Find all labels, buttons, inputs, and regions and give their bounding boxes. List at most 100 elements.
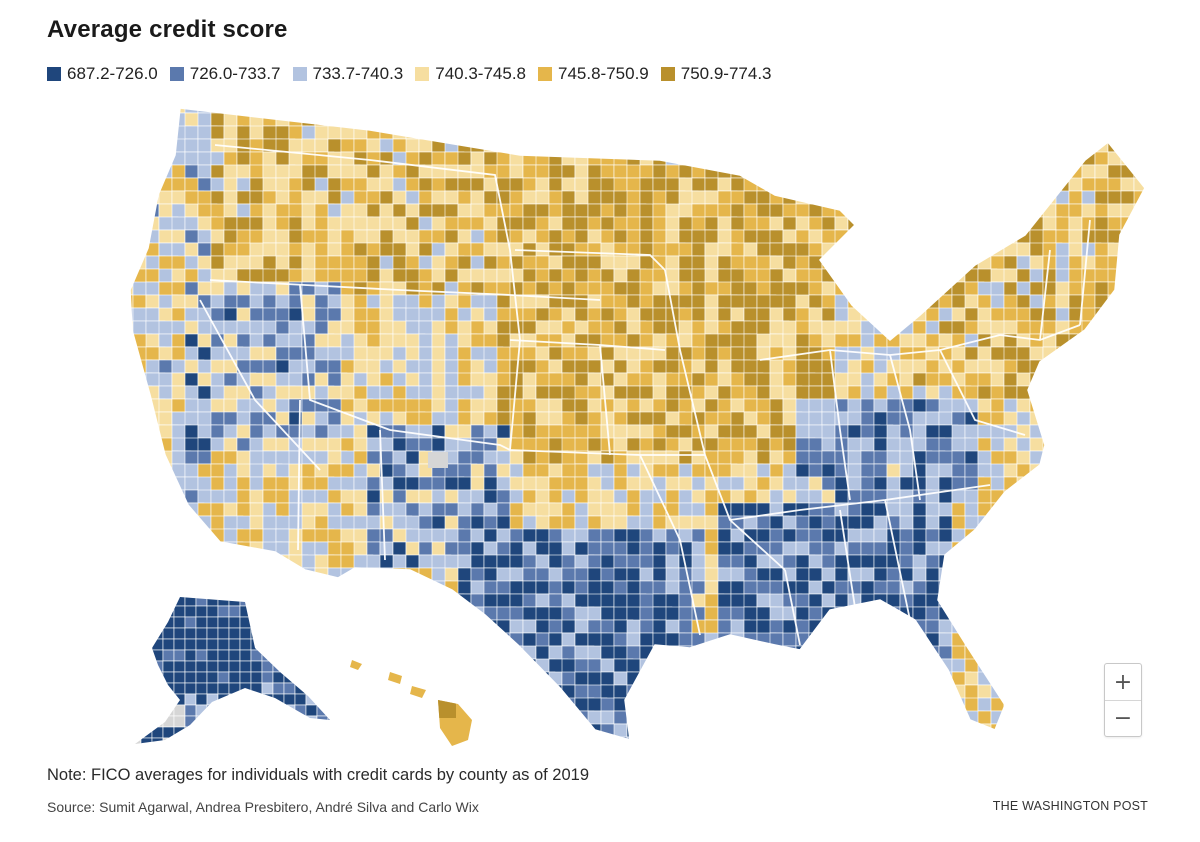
county-cell (795, 424, 810, 439)
county-cell (483, 112, 498, 127)
county-cell (561, 359, 576, 374)
county-cell (964, 359, 979, 374)
county-cell (886, 177, 907, 192)
county-cell (366, 606, 381, 621)
zoom-in-button[interactable]: + (1113, 669, 1133, 695)
county-cell (327, 593, 348, 613)
county-cell (145, 463, 160, 483)
county-cell (925, 710, 940, 725)
county-cell (548, 502, 563, 517)
county-cell (782, 528, 797, 543)
county-cell (1042, 437, 1063, 452)
county-cell (821, 108, 836, 119)
county-cell (899, 151, 920, 171)
county-cell (756, 151, 771, 166)
county-cell (316, 649, 329, 662)
county-cell (272, 704, 285, 717)
county-cell (228, 638, 241, 651)
county-cell (535, 684, 556, 699)
county-cell (1081, 333, 1096, 353)
county-cell (1055, 476, 1076, 496)
county-cell (782, 723, 803, 738)
county-cell (769, 723, 784, 738)
county-cell (1147, 347, 1160, 360)
county-cell (249, 723, 264, 738)
county-cell (405, 138, 420, 153)
county-cell (496, 372, 511, 387)
county-cell (600, 203, 615, 218)
county-cell (717, 606, 732, 621)
county-cell (613, 684, 628, 699)
county-cell (132, 294, 147, 309)
county-cell (912, 229, 933, 244)
county-cell (405, 619, 420, 634)
county-cell (288, 645, 303, 660)
county-cell (873, 684, 888, 699)
county-cell (509, 125, 524, 140)
county-cell (1068, 723, 1083, 738)
county-cell (228, 704, 241, 717)
county-cell (1094, 593, 1115, 608)
county-cell (1055, 411, 1076, 426)
county-cell (743, 593, 758, 608)
county-cell (262, 632, 277, 647)
county-cell (1016, 619, 1031, 634)
county-cell (639, 671, 660, 691)
county-cell (262, 697, 277, 712)
county-cell (405, 242, 420, 257)
county-cell (756, 684, 771, 699)
county-cell (1081, 489, 1102, 504)
county-cell (327, 333, 342, 348)
county-cell (1081, 359, 1096, 374)
county-cell (990, 112, 1005, 127)
county-cell (431, 242, 446, 257)
county-cell (457, 528, 472, 543)
county-cell (1068, 593, 1083, 613)
county-cell (197, 229, 212, 244)
county-cell (1094, 108, 1109, 114)
county-cell (184, 597, 197, 607)
county-cell (444, 671, 459, 686)
county-cell (132, 567, 147, 582)
county-cell (392, 372, 407, 387)
county-cell (1120, 398, 1141, 413)
county-cell (1107, 645, 1122, 660)
county-cell (912, 736, 933, 740)
county-cell (1081, 385, 1102, 400)
county-cell (1003, 619, 1018, 634)
county-cell (470, 684, 485, 699)
county-cell (821, 177, 836, 192)
county-cell (250, 597, 263, 607)
county-cell (1003, 541, 1018, 556)
county-cell (769, 697, 784, 712)
zoom-out-button[interactable]: − (1105, 700, 1141, 736)
county-cell (132, 606, 147, 621)
county-cell (1094, 359, 1109, 374)
county-cell (327, 606, 342, 626)
county-cell (283, 649, 296, 662)
county-cell (860, 164, 875, 179)
county-cell (847, 723, 862, 740)
county-cell (206, 682, 219, 695)
county-cell (145, 528, 160, 543)
county-cell (379, 697, 394, 717)
county-cell (1081, 567, 1096, 582)
county-cell (162, 660, 175, 673)
county-cell (938, 242, 953, 262)
county-cell (217, 704, 230, 717)
county-cell (834, 619, 855, 639)
county-cell (151, 726, 164, 739)
county-cell (366, 671, 387, 691)
county-cell (262, 320, 277, 335)
county-cell (717, 645, 732, 660)
county-cell (228, 616, 241, 629)
county-cell (678, 307, 693, 322)
county-cell (717, 151, 732, 166)
county-cell (140, 671, 153, 684)
county-cell (1003, 372, 1018, 387)
county-cell (743, 658, 764, 673)
county-cell (340, 606, 355, 626)
county-cell (821, 671, 842, 686)
choropleth-map[interactable] (40, 100, 1160, 750)
county-cell (301, 736, 316, 740)
